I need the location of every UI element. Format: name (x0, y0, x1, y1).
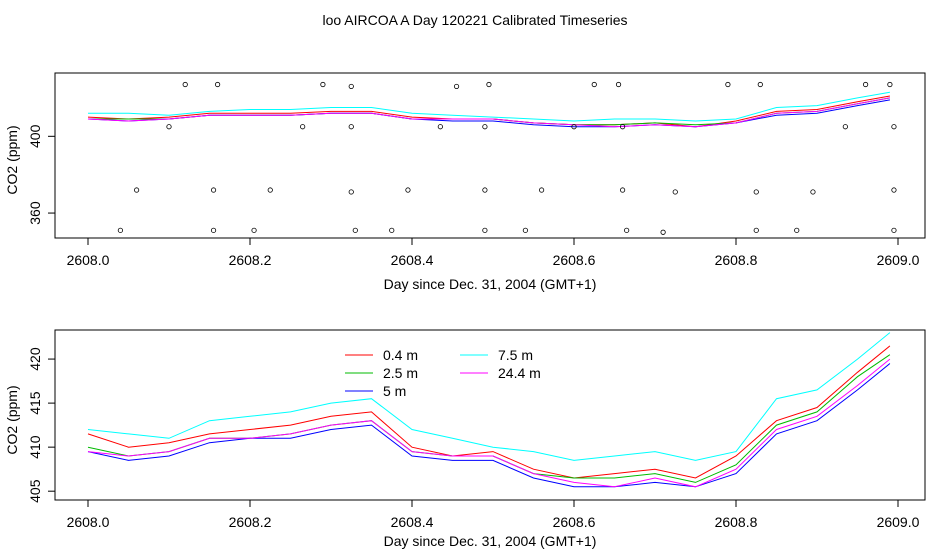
top-series-line-7-5-m (88, 91, 890, 122)
top-scatter-point (615, 81, 622, 88)
bottom-series-line-2-5-m (87, 354, 891, 483)
top-scatter-point (482, 124, 488, 130)
top-x-tick-label: 2608.6 (553, 252, 596, 268)
top-scatter-point (182, 81, 188, 88)
legend-label-2-5-m: 2.5 m (383, 365, 418, 381)
top-scatter-point (320, 81, 326, 88)
top-y-axis-label: CO2 (ppm) (4, 125, 20, 194)
bottom-data-lines (87, 332, 891, 488)
legend-label-24-4-m: 24.4 m (498, 365, 541, 381)
top-scatter-point (251, 227, 257, 233)
top-scatter-point (486, 81, 492, 88)
top-scatter-point (810, 189, 816, 195)
top-scatter-point (267, 187, 273, 193)
top-x-tick-label: 2609.0 (877, 252, 920, 268)
top-scatter-points (117, 81, 897, 235)
bottom-x-tick-label: 2608.6 (553, 514, 596, 530)
legend-label-7-5-m: 7.5 m (498, 347, 533, 363)
top-scatter-point (522, 227, 529, 233)
top-scatter-point (891, 227, 897, 233)
top-y-tick-label: 400 (27, 124, 43, 148)
bottom-x-tick-label: 2608.4 (391, 514, 434, 530)
top-x-axis: 2608.0 2608.2 2608.4 2608.6 2608.8 2609.0 (67, 237, 920, 268)
bottom-series-line-7-5-m (87, 332, 891, 461)
top-scatter-point (482, 187, 488, 193)
top-x-tick-label: 2608.2 (229, 252, 272, 268)
top-scatter-point (725, 81, 731, 88)
top-scatter-point (624, 227, 630, 233)
top-scatter-point (482, 227, 488, 233)
bottom-x-tick-label: 2608.0 (67, 514, 110, 530)
top-x-axis-label: Day since Dec. 31, 2004 (GMT+1) (384, 276, 597, 292)
top-scatter-point (753, 189, 759, 195)
top-scatter-point (348, 83, 354, 90)
bottom-y-tick-label: 410 (27, 435, 43, 459)
top-scatter-point (134, 187, 140, 193)
top-scatter-point (887, 81, 893, 88)
top-scatter-point (619, 187, 626, 193)
top-scatter-point (862, 81, 869, 88)
top-scatter-point (753, 227, 759, 233)
bottom-x-axis: 2608.0 2608.2 2608.4 2608.6 2608.8 2609.0 (67, 499, 920, 530)
bottom-y-tick-label: 415 (27, 391, 43, 415)
bottom-series-line-5-m (87, 363, 891, 488)
top-panel: 2608.0 2608.2 2608.4 2608.6 2608.8 2609.0 360… (4, 72, 926, 292)
top-scatter-point (571, 124, 577, 130)
bottom-x-tick-label: 2608.2 (229, 514, 272, 530)
top-scatter-point (437, 124, 443, 130)
top-y-tick-label: 360 (27, 201, 43, 225)
bottom-x-axis-label: Day since Dec. 31, 2004 (GMT+1) (384, 533, 597, 549)
top-scatter-point (891, 187, 897, 193)
legend-label-0-4-m: 0.4 m (383, 347, 418, 363)
bottom-y-tick-label: 420 (27, 347, 43, 371)
bottom-x-tick-label: 2608.8 (715, 514, 758, 530)
top-scatter-point (660, 229, 666, 235)
top-scatter-point (591, 81, 597, 88)
bottom-panel: 2608.0 2608.2 2608.4 2608.6 2608.8 2609.0 405… (4, 329, 926, 549)
top-x-tick-label: 2608.8 (715, 252, 758, 268)
top-scatter-point (672, 189, 678, 195)
top-scatter-point (842, 124, 848, 130)
top-data-lines (87, 91, 890, 128)
legend: 0.4 m 2.5 m 5 m 7.5 m 24.4 m (345, 347, 541, 399)
top-scatter-point (348, 189, 354, 195)
top-series-line-24-4-m (87, 97, 890, 128)
top-scatter-point (210, 227, 217, 233)
bottom-x-tick-label: 2609.0 (877, 514, 920, 530)
legend-label-5-m: 5 m (383, 383, 406, 399)
chart-title: loo AIRCOA A Day 120221 Calibrated Times… (322, 12, 627, 28)
top-scatter-point (352, 227, 358, 233)
top-scatter-point (389, 227, 395, 233)
bottom-series-line-24-4-m (87, 358, 891, 488)
bottom-series-line-0-4-m (87, 345, 891, 479)
top-scatter-point (117, 227, 124, 233)
top-y-axis: 360 400 (27, 124, 55, 225)
top-scatter-point (210, 187, 217, 193)
top-scatter-point (348, 124, 354, 130)
top-x-tick-label: 2608.0 (67, 252, 110, 268)
top-scatter-point (757, 81, 763, 88)
top-scatter-point (453, 83, 460, 90)
top-scatter-point (215, 81, 221, 88)
top-x-tick-label: 2608.4 (391, 252, 434, 268)
top-scatter-point (405, 187, 411, 193)
top-scatter-point (538, 187, 545, 193)
top-plot-frame (54, 72, 926, 239)
bottom-y-axis-label: CO2 (ppm) (4, 385, 20, 454)
top-scatter-point (891, 124, 897, 130)
top-scatter-point (166, 124, 172, 130)
top-scatter-point (300, 124, 306, 130)
top-scatter-point (619, 124, 626, 130)
top-scatter-point (794, 227, 800, 233)
bottom-y-axis: 405 410 415 420 (27, 347, 55, 503)
bottom-y-tick-label: 405 (27, 479, 43, 503)
